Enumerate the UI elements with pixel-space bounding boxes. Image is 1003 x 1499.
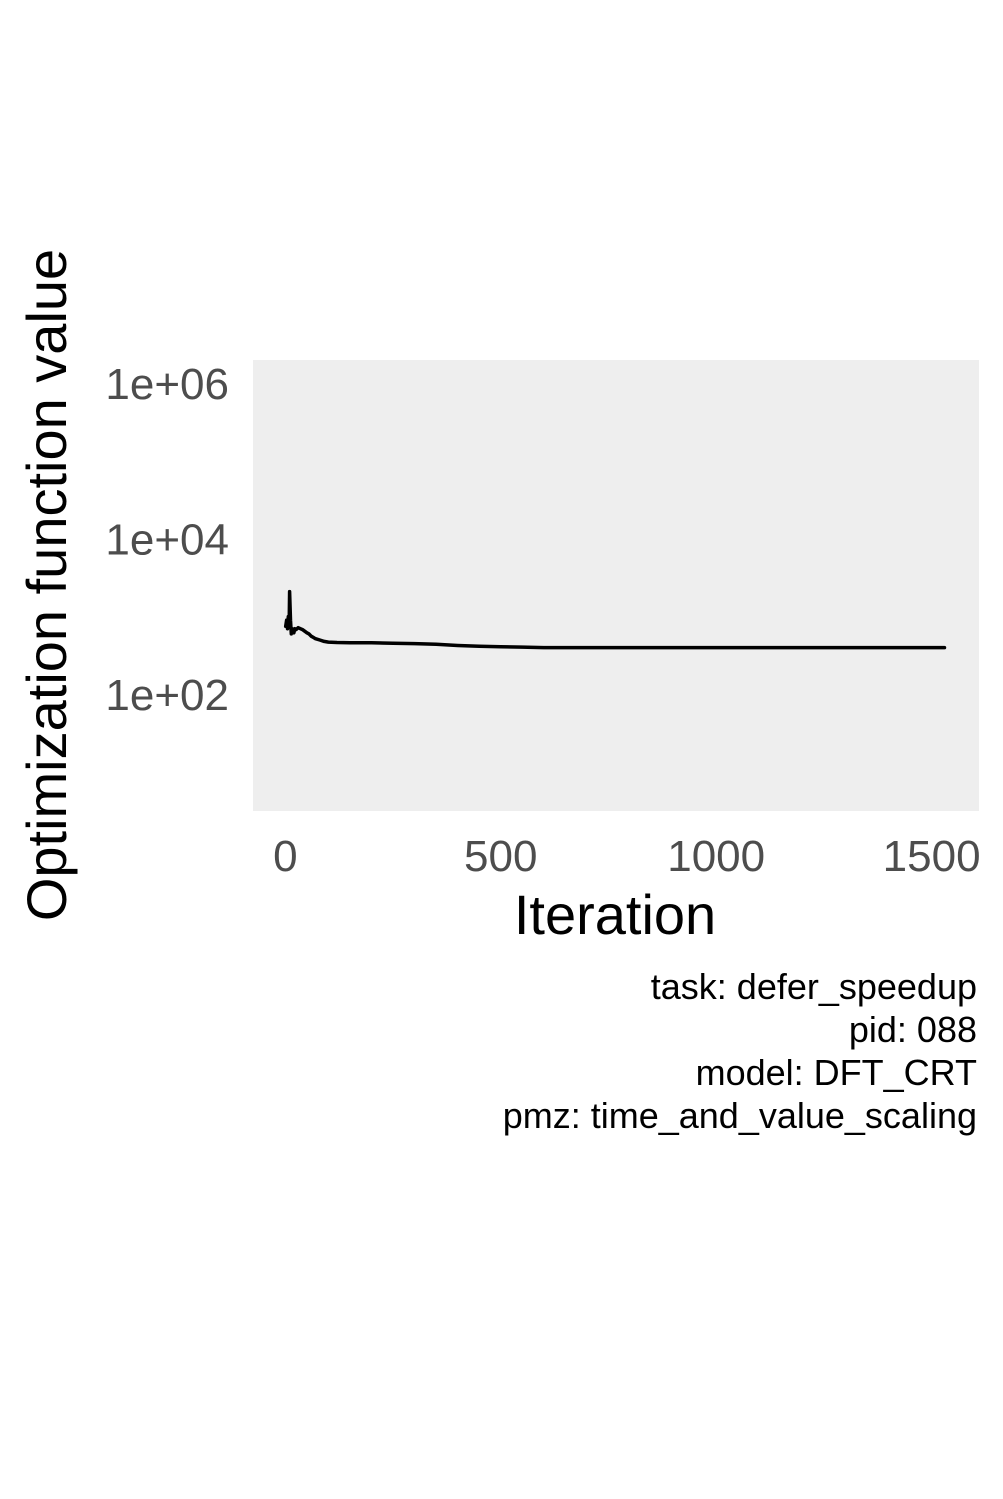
y-tick-labels: 1e+02 1e+04 1e+06 [105,360,229,720]
x-tick-label: 0 [273,832,297,881]
plot-panel [253,360,979,811]
caption-pid: pid: 088 [849,1009,977,1050]
x-tick-label: 500 [464,832,537,881]
caption-model: model: DFT_CRT [696,1052,977,1093]
caption-task: task: defer_speedup [651,966,977,1007]
caption: task: defer_speedup pid: 088 model: DFT_… [503,966,977,1136]
x-tick-labels: 0 500 1000 1500 [273,832,980,881]
y-axis-title: Optimization function value [15,249,78,921]
x-axis-title: Iteration [514,883,716,946]
y-tick-label: 1e+04 [105,515,229,564]
x-tick-label: 1000 [667,832,765,881]
y-tick-label: 1e+06 [105,360,229,409]
caption-pmz: pmz: time_and_value_scaling [503,1095,977,1136]
series-layer [283,589,947,650]
series-line [283,589,947,650]
x-tick-label: 1500 [883,832,981,881]
y-tick-label: 1e+02 [105,671,229,720]
